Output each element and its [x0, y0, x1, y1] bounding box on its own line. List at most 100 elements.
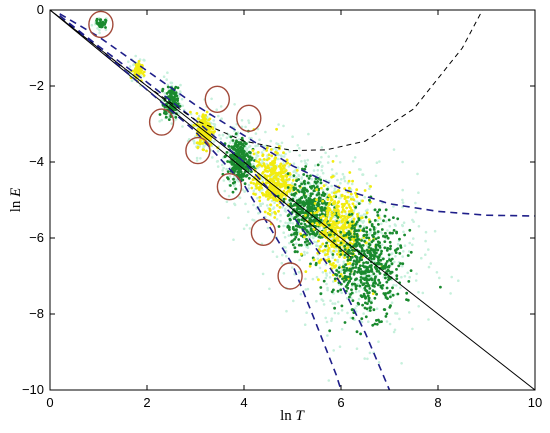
data-point: [326, 214, 329, 217]
halo-point: [219, 105, 223, 108]
data-point: [321, 208, 324, 211]
data-point: [365, 236, 368, 240]
data-point: [339, 288, 343, 292]
data-point: [374, 237, 378, 241]
data-point: [262, 158, 266, 161]
data-point: [336, 289, 340, 293]
data-point: [195, 112, 199, 115]
data-point: [391, 293, 395, 297]
halo-point: [340, 291, 344, 295]
halo-point: [127, 60, 130, 63]
data-point: [210, 130, 213, 134]
data-point: [303, 240, 307, 244]
halo-point: [177, 95, 181, 98]
halo-point: [457, 279, 460, 283]
halo-point: [392, 283, 395, 287]
halo-point: [395, 284, 398, 287]
data-point: [365, 261, 368, 264]
x-tick-label: 8: [434, 395, 441, 410]
data-point: [166, 85, 170, 89]
data-point: [299, 222, 303, 226]
halo-point: [328, 249, 332, 252]
halo-point: [308, 235, 312, 239]
halo-point: [363, 357, 367, 360]
data-point: [366, 251, 370, 255]
halo-point: [218, 133, 221, 137]
data-point: [326, 187, 329, 191]
data-point: [312, 189, 316, 193]
data-point: [383, 240, 387, 244]
data-point: [279, 162, 283, 166]
data-point: [317, 208, 321, 212]
data-point: [327, 223, 331, 227]
data-point: [315, 210, 319, 214]
halo-point: [282, 245, 286, 249]
data-point: [288, 217, 292, 221]
data-point: [201, 142, 204, 145]
data-point: [354, 206, 358, 209]
data-point: [352, 235, 356, 239]
data-point: [275, 177, 279, 181]
data-point: [369, 185, 372, 188]
data-point: [364, 315, 368, 319]
data-point: [133, 71, 137, 74]
data-point: [346, 195, 350, 199]
data-point: [349, 293, 352, 296]
halo-point: [353, 307, 357, 310]
halo-point: [212, 140, 216, 143]
data-point: [384, 266, 387, 269]
data-point: [304, 214, 307, 217]
halo-point: [290, 181, 294, 185]
data-point: [348, 205, 352, 209]
data-point: [297, 225, 301, 228]
halo-point: [370, 274, 374, 277]
data-point: [241, 146, 245, 150]
data-point: [357, 217, 361, 220]
data-point: [297, 238, 301, 241]
data-point: [234, 141, 238, 145]
data-point: [310, 186, 313, 190]
data-point: [386, 268, 390, 272]
data-point: [243, 182, 247, 186]
data-point: [395, 248, 399, 251]
data-point: [249, 151, 252, 155]
data-point: [372, 228, 376, 231]
halo-point: [245, 223, 248, 227]
data-point: [293, 183, 297, 186]
halo-point: [281, 253, 284, 257]
data-point: [158, 113, 162, 116]
data-point: [104, 26, 107, 29]
data-point: [383, 273, 387, 276]
halo-point: [318, 227, 322, 230]
data-point: [309, 192, 313, 196]
data-point: [238, 159, 242, 163]
data-point: [361, 303, 364, 307]
data-point: [354, 191, 357, 195]
data-point: [339, 241, 343, 245]
data-point: [360, 258, 364, 262]
halo-point: [247, 187, 250, 190]
data-point: [336, 221, 340, 225]
data-point: [258, 199, 262, 203]
data-point: [373, 279, 377, 283]
halo-point: [199, 157, 202, 160]
data-point: [256, 151, 260, 154]
data-point: [293, 246, 297, 250]
data-point: [290, 193, 294, 197]
data-point: [319, 292, 323, 296]
data-point: [395, 277, 399, 281]
data-point: [391, 231, 394, 235]
data-point: [174, 94, 177, 98]
data-point: [328, 201, 332, 205]
halo-point: [287, 165, 291, 168]
data-point: [239, 150, 242, 153]
halo-point: [427, 265, 431, 269]
halo-point: [400, 362, 403, 365]
data-point: [300, 218, 304, 222]
halo-point: [284, 152, 287, 156]
data-point: [286, 172, 290, 176]
halo-point: [417, 191, 420, 194]
halo-point: [213, 123, 217, 126]
halo-point: [256, 154, 260, 158]
data-point: [258, 158, 262, 161]
